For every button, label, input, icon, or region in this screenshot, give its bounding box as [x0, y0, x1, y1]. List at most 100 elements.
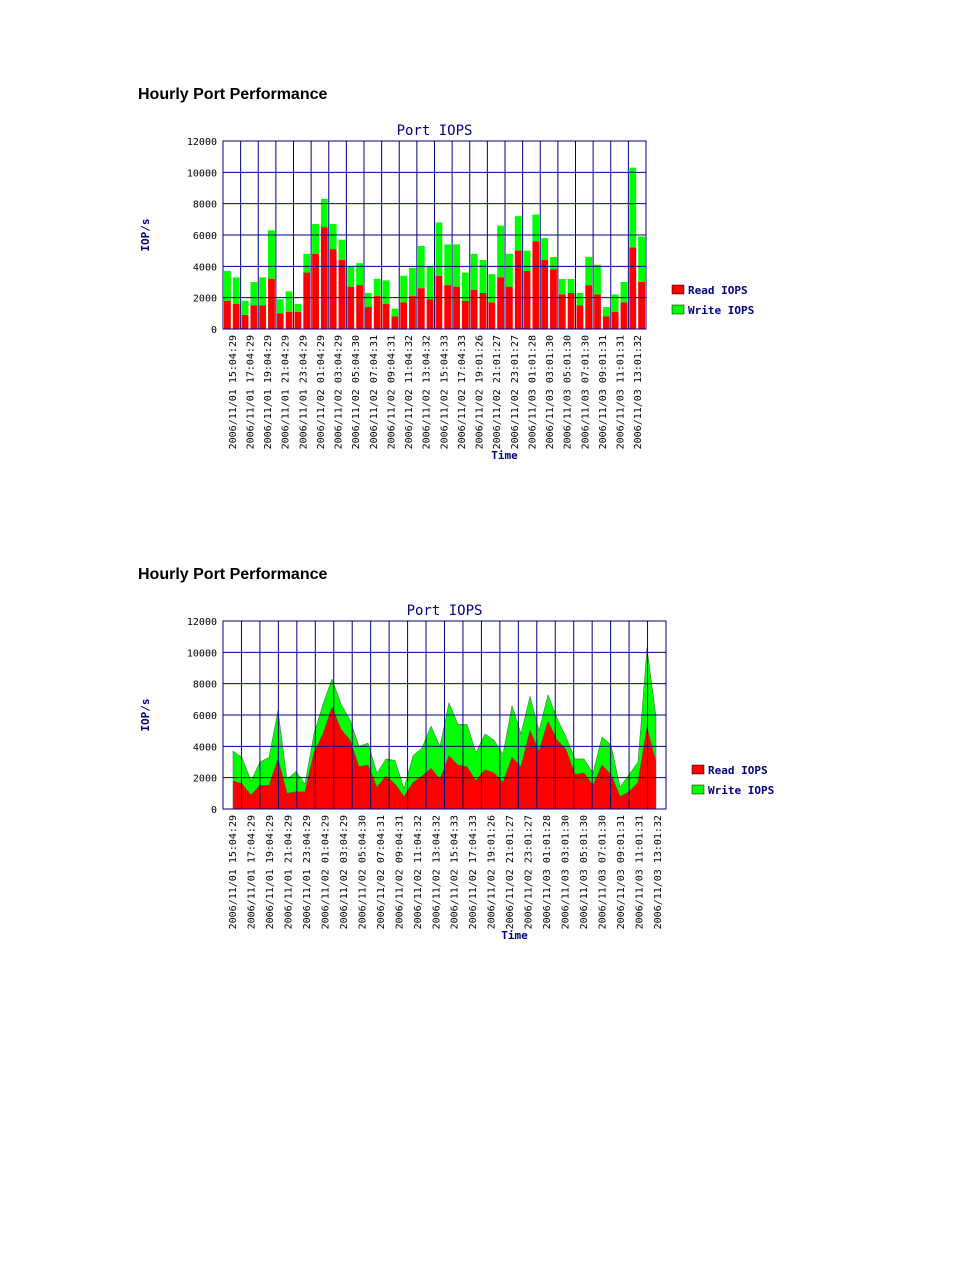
x-tick-label: 2006/11/02 07:04:31 — [369, 335, 380, 449]
x-tick-label: 2006/11/03 13:01:32 — [653, 815, 664, 929]
y-tick-label: 4000 — [193, 262, 217, 273]
y-tick-label: 4000 — [193, 742, 217, 753]
y-axis-label-group: IOP/s — [139, 218, 152, 251]
y-tick-label: 10000 — [187, 168, 217, 179]
x-tick-label: 2006/11/02 05:04:30 — [351, 335, 362, 449]
x-tick-group: 2006/11/02 23:01:27 — [510, 335, 521, 449]
read-iops-bar — [241, 314, 249, 329]
x-tick-label: 2006/11/01 19:04:29 — [263, 335, 274, 449]
x-tick-label: 2006/11/02 01:04:29 — [316, 335, 327, 449]
x-tick-label: 2006/11/02 07:04:31 — [376, 815, 387, 929]
x-tick-group: 2006/11/01 23:04:29 — [298, 335, 309, 449]
write-iops-bar — [250, 282, 258, 306]
legend-label: Write IOPS — [708, 784, 774, 797]
write-iops-bar — [391, 308, 399, 317]
x-tick-group: 2006/11/02 21:01:27 — [505, 815, 516, 929]
write-iops-bar — [461, 272, 469, 301]
x-tick-group: 2006/11/01 19:04:29 — [263, 335, 274, 449]
read-iops-bar — [497, 277, 504, 329]
x-tick-group: 2006/11/02 17:04:33 — [457, 335, 468, 449]
read-iops-bar — [435, 275, 443, 329]
read-iops-bar — [276, 313, 284, 329]
x-tick-group: 2006/11/01 15:04:29 — [228, 815, 239, 929]
x-tick-label: 2006/11/02 17:04:33 — [457, 335, 468, 449]
section-heading-1: Hourly Port Performance — [138, 86, 328, 103]
read-iops-bar — [514, 250, 522, 329]
write-iops-bar — [320, 198, 328, 228]
x-tick-label: 2006/11/02 23:01:27 — [510, 335, 521, 449]
read-iops-bar — [523, 271, 531, 329]
read-iops-bar — [638, 282, 645, 329]
read-iops-bar — [373, 296, 381, 329]
read-iops-bar — [461, 300, 469, 329]
chart-title: Port IOPS — [407, 603, 483, 619]
write-iops-bar — [409, 267, 416, 297]
read-iops-bar — [320, 227, 328, 329]
write-iops-bar — [585, 256, 593, 286]
x-tick-label: 2006/11/02 11:04:32 — [413, 815, 424, 929]
x-tick-group: 2006/11/03 01:01:28 — [527, 335, 538, 449]
x-tick-label: 2006/11/03 09:01:31 — [598, 335, 609, 449]
write-iops-bar — [259, 277, 267, 306]
read-iops-bar — [294, 311, 302, 329]
x-tick-group: 2006/11/03 03:01:30 — [560, 815, 571, 929]
x-tick-group: 2006/11/03 05:01:30 — [563, 335, 574, 449]
write-iops-bar — [576, 292, 584, 306]
read-iops-bar — [629, 247, 637, 329]
read-iops-bar — [444, 285, 452, 329]
x-tick-label: 2006/11/02 15:04:33 — [450, 815, 461, 929]
y-axis-label-group: IOP/s — [139, 698, 152, 731]
write-iops-bar — [541, 238, 549, 261]
x-tick-label: 2006/11/02 11:04:32 — [404, 335, 415, 449]
x-tick-label: 2006/11/02 13:04:32 — [431, 815, 442, 929]
x-tick-label: 2006/11/03 11:01:31 — [634, 815, 645, 929]
write-iops-bar — [294, 303, 302, 312]
y-tick-label: 0 — [211, 325, 217, 336]
read-iops-bar — [409, 296, 416, 329]
x-tick-label: 2006/11/02 03:04:29 — [334, 335, 345, 449]
x-tick-label: 2006/11/02 21:01:27 — [492, 335, 503, 449]
x-tick-group: 2006/11/03 01:01:28 — [542, 815, 553, 929]
x-tick-group: 2006/11/02 13:04:32 — [431, 815, 442, 929]
write-iops-bar — [400, 275, 408, 303]
read-iops-bar — [506, 286, 513, 329]
write-iops-bar — [329, 224, 337, 250]
write-iops-bar — [382, 280, 390, 304]
read-iops-bar — [602, 316, 610, 329]
x-tick-group: 2006/11/02 15:04:33 — [439, 335, 450, 449]
write-iops-bar — [479, 260, 487, 293]
x-tick-group: 2006/11/03 11:01:31 — [634, 815, 645, 929]
x-tick-group: 2006/11/02 03:04:29 — [334, 335, 345, 449]
x-tick-group: 2006/11/03 13:01:32 — [633, 335, 644, 449]
write-iops-bar — [638, 236, 645, 282]
x-tick-group: 2006/11/01 19:04:29 — [265, 815, 276, 929]
x-tick-group: 2006/11/02 11:04:32 — [404, 335, 415, 449]
legend-swatch — [671, 304, 685, 315]
read-iops-bar — [338, 260, 346, 329]
section-heading-2: Hourly Port Performance — [138, 566, 328, 583]
x-tick-group: 2006/11/03 09:01:31 — [598, 335, 609, 449]
read-iops-bar — [611, 311, 619, 329]
write-iops-bar — [338, 239, 346, 261]
x-tick-label: 2006/11/03 05:01:30 — [579, 815, 590, 929]
read-iops-bar — [391, 316, 399, 329]
x-tick-group: 2006/11/02 11:04:32 — [413, 815, 424, 929]
x-tick-label: 2006/11/01 17:04:29 — [245, 335, 256, 449]
write-iops-bar — [347, 266, 355, 287]
x-tick-group: 2006/11/02 09:04:31 — [386, 335, 397, 449]
write-iops-bar — [435, 222, 443, 276]
y-tick-label: 10000 — [187, 648, 217, 659]
write-iops-bar — [523, 250, 531, 272]
x-tick-group: 2006/11/02 03:04:29 — [339, 815, 350, 929]
read-iops-bar — [576, 305, 584, 329]
y-tick-label: 8000 — [193, 200, 217, 211]
read-iops-bar — [594, 294, 601, 329]
x-tick-group: 2006/11/02 23:01:27 — [524, 815, 535, 929]
write-iops-bar — [558, 278, 566, 295]
x-tick-group: 2006/11/02 09:04:31 — [394, 815, 405, 929]
x-tick-label: 2006/11/02 19:01:26 — [475, 335, 486, 449]
x-tick-group: 2006/11/02 01:04:29 — [316, 335, 327, 449]
write-iops-bar — [550, 256, 557, 270]
read-iops-bar — [285, 311, 293, 329]
legend-label: Read IOPS — [708, 764, 768, 777]
